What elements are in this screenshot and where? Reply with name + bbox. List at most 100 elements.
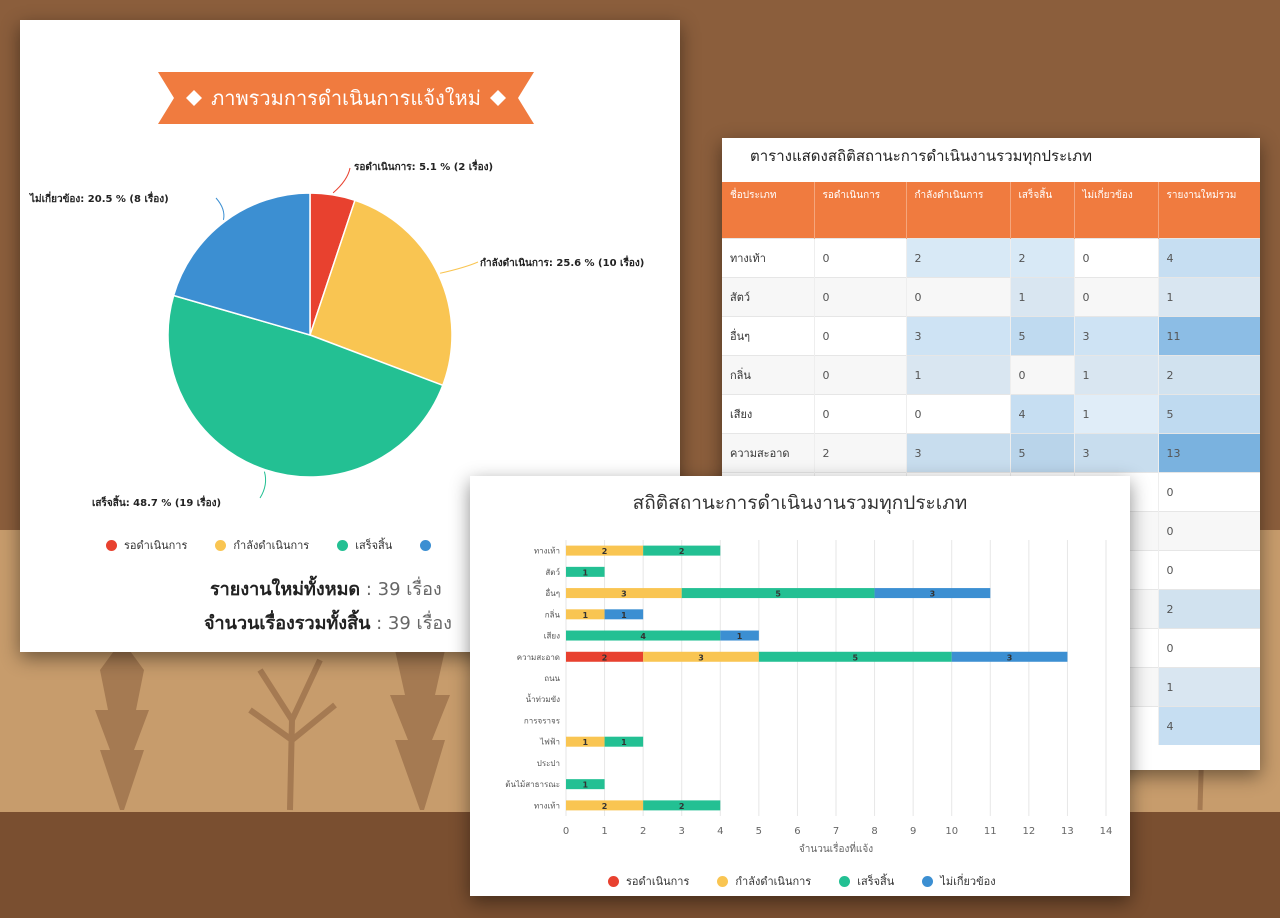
title-ribbon [158, 72, 534, 124]
y-category-label: กลิ่น [545, 608, 561, 619]
legend-item-done[interactable]: เสร็จสิ้น [839, 872, 894, 890]
pie-connector-line [259, 471, 267, 499]
pie-chart-panel: ภาพรวมการดำเนินการแจ้งใหม่ รอดำเนินการ: … [20, 20, 680, 652]
table-row: เสียง 0 0 4 1 5 [722, 394, 1260, 434]
bar-data-label: 3 [698, 653, 704, 662]
table-cell: 5 [1010, 433, 1075, 473]
x-tick-label: 4 [717, 826, 723, 837]
table-cell: 5 [1010, 316, 1075, 356]
pie-label-done: เสร็จสิ้น: 48.7 % (19 เรื่อง) [92, 498, 222, 509]
y-category-label: อื่นๆ [545, 587, 560, 598]
legend-dot-yellow-icon [215, 539, 227, 551]
table-cell: 2 [1010, 238, 1075, 278]
column-header[interactable]: กำลังดำเนินการ [906, 182, 1011, 239]
stacked-bar-chart: 0 1 2 3 4 5 6 7 8 9 10 11 12 13 14จำนวนเรื่องที่แจ้งทา… [505, 540, 1112, 855]
column-header[interactable]: รายงานใหม่รวม [1158, 182, 1260, 239]
bar-segment[interactable] [566, 779, 605, 790]
table-cell: 0 [1158, 550, 1260, 590]
pie-chart-title: ภาพรวมการดำเนินการแจ้งใหม่ [211, 86, 481, 110]
legend-item-pending[interactable]: รอดำเนินการ [106, 536, 187, 554]
bar-segment[interactable] [566, 630, 721, 641]
bar-data-label: 3 [1007, 653, 1013, 662]
pie-legend: รอดำเนินการ กำลังดำเนินการ เสร็จสิ้น [106, 536, 432, 554]
table-cell: 4 [1158, 706, 1260, 745]
legend-item-unrelated[interactable] [420, 539, 432, 551]
pie-slice-unrelated[interactable] [172, 192, 311, 336]
bar-legend: รอดำเนินการ กำลังดำเนินการ เสร็จสิ้น ไม่… [608, 872, 996, 890]
y-category-label: ประปา [537, 759, 560, 768]
bar-segment[interactable] [604, 736, 644, 747]
bar-segment[interactable] [566, 609, 605, 620]
pie-slice-done[interactable] [167, 294, 444, 478]
bar-data-label: 2 [602, 547, 608, 556]
table-cell: 0 [1158, 472, 1260, 512]
row-name: ความสะอาด [722, 433, 815, 473]
legend-item-in-progress[interactable]: กำลังดำเนินการ [717, 872, 811, 890]
bar-segment[interactable] [951, 651, 1068, 662]
x-tick-label: 11 [984, 826, 997, 837]
legend-item-unrelated[interactable]: ไม่เกี่ยวข้อง [922, 872, 996, 890]
table-cell: 0 [1074, 277, 1159, 317]
x-tick-label: 8 [871, 826, 877, 837]
legend-item-done[interactable]: เสร็จสิ้น [337, 536, 392, 554]
legend-label: รอดำเนินการ [626, 875, 690, 888]
column-header[interactable]: ไม่เกี่ยวข้อง [1074, 182, 1159, 239]
bar-segment[interactable] [720, 630, 759, 641]
bar-segment[interactable] [643, 651, 759, 662]
bar-segment[interactable] [566, 588, 682, 599]
y-category-label: ต้นไม้สาธารณะ [505, 780, 560, 789]
legend-dot-blue-icon [922, 875, 934, 887]
table-cell: 5 [1158, 394, 1260, 434]
summary-total-value: : 39 เรื่อง [365, 579, 442, 600]
bar-data-label: 5 [775, 590, 781, 599]
y-category-label: เสียง [544, 632, 560, 641]
table-cell: 4 [1158, 238, 1260, 278]
bar-segment[interactable] [758, 651, 952, 662]
column-header[interactable]: เสร็จสิ้น [1010, 182, 1075, 239]
bar-segment[interactable] [643, 545, 721, 556]
y-category-label: ความสะอาด [517, 653, 560, 662]
legend-label: กำลังดำเนินการ [735, 875, 812, 888]
bar-segment[interactable] [566, 545, 644, 556]
table-cell: 3 [1074, 433, 1159, 473]
table-cell: 0 [814, 238, 907, 278]
bar-segment[interactable] [681, 588, 875, 599]
y-category-label: ไฟฟ้า [539, 738, 560, 747]
column-header[interactable]: ชื่อประเภท [722, 182, 815, 239]
bar-segment[interactable] [874, 588, 991, 599]
pie-connector-line [439, 261, 479, 274]
pie-label-pending: รอดำเนินการ: 5.1 % (2 เรื่อง) [354, 162, 494, 173]
column-header[interactable]: รอดำเนินการ [814, 182, 907, 239]
x-tick-label: 6 [794, 826, 800, 837]
pie-chart [167, 167, 479, 499]
legend-item-in-progress[interactable]: กำลังดำเนินการ [215, 536, 309, 554]
table-cell: 2 [1158, 589, 1260, 629]
x-tick-label: 3 [679, 826, 685, 837]
legend-label: เสร็จสิ้น [857, 875, 895, 888]
y-category-label: น้ำท่วมขัง [526, 693, 560, 704]
table-cell: 3 [906, 433, 1011, 473]
pie-connector-line [332, 167, 351, 194]
bar-segment[interactable] [643, 800, 721, 811]
table-row: ทางเท้า 0 2 2 0 4 [722, 238, 1260, 278]
table-cell: 1 [1074, 355, 1159, 395]
x-tick-label: 2 [640, 826, 646, 837]
table-cell: 0 [814, 394, 907, 434]
bar-segment[interactable] [566, 651, 644, 662]
table-cell: 1 [1158, 277, 1260, 317]
table-cell: 0 [1074, 238, 1159, 278]
x-tick-label: 10 [945, 826, 958, 837]
pie-slice-in-progress[interactable] [309, 199, 453, 387]
legend-label: เสร็จสิ้น [355, 539, 393, 552]
bar-segment[interactable] [566, 800, 644, 811]
bar-segment[interactable] [566, 566, 605, 577]
y-category-label: ทางเท้า [534, 547, 560, 556]
bar-segment[interactable] [566, 736, 605, 747]
bar-segment[interactable] [604, 609, 644, 620]
legend-item-pending[interactable]: รอดำเนินการ [608, 872, 689, 890]
bar-data-label: 1 [621, 738, 627, 747]
row-name: อื่นๆ [722, 316, 815, 356]
table-cell: 0 [1158, 628, 1260, 668]
table-cell: 2 [906, 238, 1011, 278]
